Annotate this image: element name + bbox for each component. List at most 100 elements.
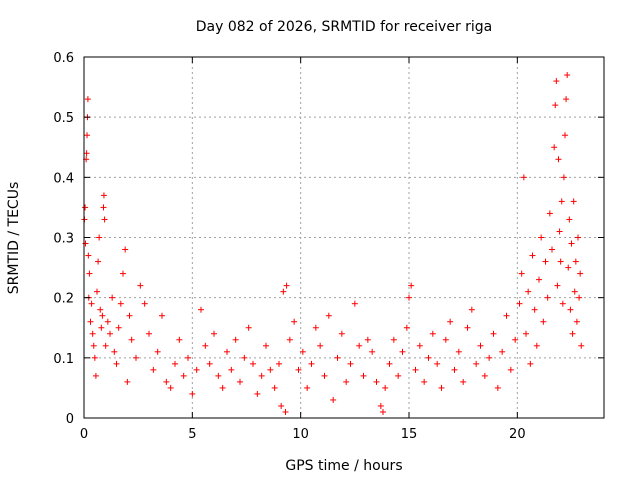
data-point [477, 342, 484, 349]
data-point [176, 336, 183, 343]
data-point [133, 354, 139, 361]
data-point [202, 342, 209, 349]
data-point [499, 348, 506, 355]
data-point [527, 360, 534, 367]
data-point [88, 300, 95, 307]
data-point [304, 384, 311, 391]
data-point [380, 408, 386, 415]
data-point [516, 300, 523, 307]
data-point [481, 372, 488, 379]
data-point [154, 348, 161, 355]
x-tick-label: 20 [509, 427, 526, 442]
data-point [122, 246, 129, 253]
x-tick-label: 0 [80, 427, 88, 442]
data-point [185, 354, 191, 361]
data-point [369, 348, 376, 355]
data-point [308, 360, 315, 367]
data-point [250, 360, 256, 367]
data-point [312, 324, 319, 331]
data-point [325, 312, 332, 319]
data-point [82, 240, 89, 247]
data-point [356, 342, 363, 349]
data-point [299, 348, 306, 355]
data-point [486, 354, 493, 361]
data-point [406, 294, 412, 301]
axis-ticks: 0 5 10 15 20 0 0.1 0.2 0.3 0.4 0.5 0.6 [53, 51, 604, 442]
data-point [206, 360, 213, 367]
data-point [520, 174, 527, 181]
data-point [219, 384, 226, 391]
data-point [553, 78, 560, 85]
data-point [523, 330, 529, 337]
data-point [343, 378, 350, 385]
data-point [109, 294, 116, 301]
data-point [559, 300, 566, 307]
data-point [232, 336, 239, 343]
data-point [100, 192, 107, 199]
data-point [438, 384, 445, 391]
data-point [83, 150, 90, 157]
data-point [460, 378, 467, 385]
data-point [267, 366, 274, 373]
data-point [193, 366, 200, 373]
data-point [278, 402, 285, 409]
data-point [126, 312, 133, 319]
data-point [494, 384, 501, 391]
data-point [442, 336, 449, 343]
data-point [99, 312, 106, 319]
data-point [399, 348, 406, 355]
data-point [84, 132, 91, 139]
data-point [146, 330, 152, 337]
data-point [198, 306, 204, 313]
y-tick-label: 0.6 [53, 51, 74, 66]
data-point [91, 354, 98, 361]
data-point [117, 300, 124, 307]
chart-title: Day 082 of 2026, SRMTID for receiver rig… [196, 19, 493, 35]
data-point [167, 384, 174, 391]
data-point [245, 324, 252, 331]
data-point [557, 258, 564, 265]
data-point [503, 312, 510, 319]
data-point [180, 372, 187, 379]
data-point [468, 306, 475, 313]
data-point [556, 228, 563, 235]
data-point [98, 324, 105, 331]
data-point [97, 306, 104, 313]
data-point [258, 372, 265, 379]
data-point [364, 336, 371, 343]
data-point [150, 366, 157, 373]
y-tick-label: 0 [66, 412, 74, 427]
data-point [576, 294, 583, 301]
data-point [544, 294, 551, 301]
data-point [568, 240, 575, 247]
data-point [360, 372, 367, 379]
data-point [124, 378, 131, 385]
data-point [115, 324, 122, 331]
data-point [571, 288, 578, 295]
data-point [395, 372, 402, 379]
data-point [507, 366, 514, 373]
data-point [215, 372, 222, 379]
data-point [421, 378, 428, 385]
data-point [85, 252, 92, 259]
data-point [536, 276, 542, 283]
data-point [542, 258, 549, 265]
data-point [549, 246, 555, 253]
data-point [347, 360, 354, 367]
data-point [96, 234, 103, 241]
data-point [276, 360, 282, 367]
data-point [558, 198, 565, 205]
data-point [104, 318, 111, 325]
data-point [377, 402, 384, 409]
data-point [390, 336, 397, 343]
data-point [425, 354, 432, 361]
data-point [321, 372, 328, 379]
data-point [412, 366, 419, 373]
data-point [351, 300, 358, 307]
data-point [546, 210, 553, 217]
data-point [564, 72, 571, 79]
data-point [562, 132, 568, 139]
grid [84, 57, 604, 418]
data-point [237, 378, 243, 385]
